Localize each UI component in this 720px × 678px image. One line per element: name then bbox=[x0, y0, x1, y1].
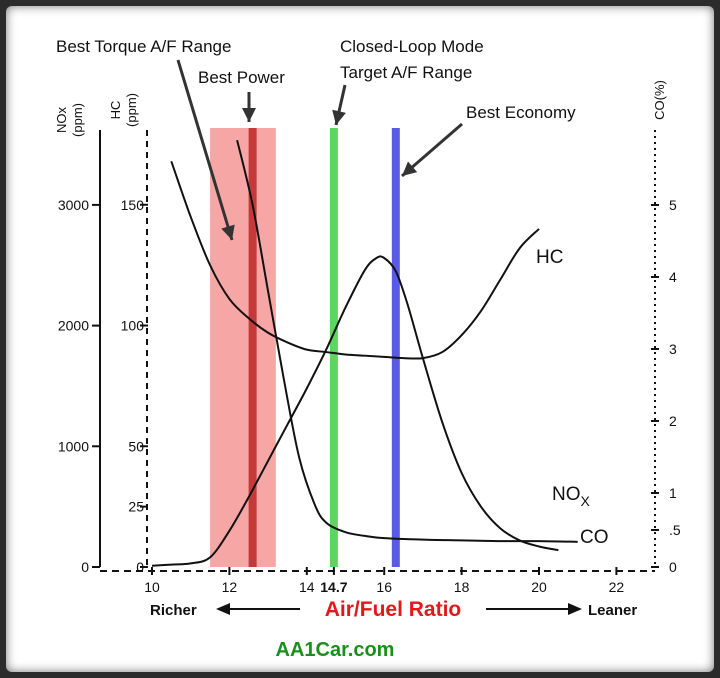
closed-loop-arrow-head bbox=[332, 109, 346, 125]
best-economy-arrow-head bbox=[402, 161, 418, 176]
x-tick-label: 14 bbox=[299, 579, 315, 595]
best-torque-arrow-shaft bbox=[176, 59, 234, 241]
site-brand: AA1Car.com bbox=[276, 639, 395, 661]
nox-curve bbox=[151, 255, 559, 567]
best-power-line bbox=[248, 128, 257, 567]
nox-tick-label: 0 bbox=[81, 559, 89, 575]
co-tick-label: 2 bbox=[669, 413, 677, 429]
best-power-arrow-head bbox=[242, 108, 256, 122]
leaner-arrowhead bbox=[568, 603, 582, 615]
co-curve-label: CO bbox=[580, 527, 609, 548]
co-tick-label: 4 bbox=[669, 269, 677, 285]
hc-axis-label: HC bbox=[108, 101, 123, 120]
co-tick-label: .5 bbox=[669, 522, 681, 538]
nox-tick-label: 2000 bbox=[58, 318, 89, 334]
co-tick-label: 1 bbox=[669, 485, 677, 501]
hc-tick-label: 150 bbox=[121, 197, 145, 213]
nox-curve-label: NOX bbox=[552, 484, 591, 509]
hc-tick-label: 25 bbox=[128, 499, 144, 515]
x-tick-label: 18 bbox=[454, 579, 470, 595]
x-tick-label: 14.7 bbox=[320, 579, 347, 595]
co-tick-label: 0 bbox=[669, 559, 677, 575]
richer-arrowhead bbox=[216, 603, 230, 615]
best-torque-label: Best Torque A/F Range bbox=[56, 37, 231, 56]
chart-frame bbox=[6, 6, 714, 672]
best-torque-arrow-head bbox=[221, 224, 235, 240]
x-axis-title: Air/Fuel Ratio bbox=[325, 598, 462, 621]
x-tick-label: 16 bbox=[376, 579, 392, 595]
leaner-label: Leaner bbox=[588, 602, 637, 619]
closed-loop-line bbox=[329, 128, 338, 567]
hc-curve bbox=[170, 160, 540, 360]
best-economy-label: Best Economy bbox=[466, 103, 576, 122]
hc-axis-unit: (ppm) bbox=[124, 93, 139, 127]
best-torque-band bbox=[210, 128, 276, 567]
x-tick-label: 22 bbox=[609, 579, 625, 595]
hc-tick-label: 50 bbox=[128, 438, 144, 454]
nox-subscript: X bbox=[581, 493, 591, 509]
best-power-label: Best Power bbox=[198, 68, 285, 87]
richer-label: Richer bbox=[150, 602, 197, 619]
hc-curve-label: HC bbox=[536, 247, 563, 268]
closed-loop-label-line1: Closed-Loop Mode bbox=[340, 37, 484, 56]
co-tick-label: 3 bbox=[669, 341, 677, 357]
x-tick-label: 12 bbox=[222, 579, 238, 595]
co-tick-label: 5 bbox=[669, 197, 677, 213]
nox-tick-label: 1000 bbox=[58, 438, 89, 454]
nox-axis-label: NOx bbox=[54, 107, 69, 134]
closed-loop-label-line2: Target A/F Range bbox=[340, 63, 472, 82]
nox-axis-unit: (ppm) bbox=[70, 103, 85, 137]
x-tick-label: 10 bbox=[144, 579, 160, 595]
co-curve bbox=[236, 139, 578, 543]
co-axis-label: CO(%) bbox=[652, 80, 667, 120]
nox-tick-label: 3000 bbox=[58, 197, 89, 213]
hc-tick-label: 100 bbox=[121, 318, 145, 334]
hc-tick-label: 0 bbox=[136, 559, 144, 575]
best-economy-line bbox=[391, 128, 400, 567]
x-tick-label: 20 bbox=[531, 579, 547, 595]
